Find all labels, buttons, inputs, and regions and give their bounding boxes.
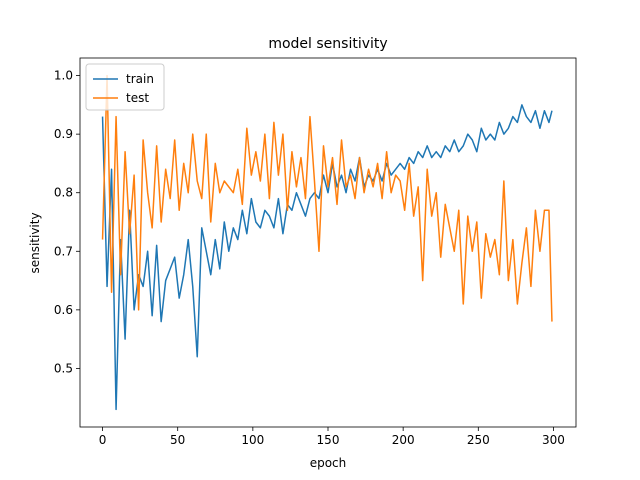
y-axis-title: sensitivity — [28, 212, 42, 273]
x-tick-label: 200 — [392, 433, 415, 447]
y-tick-label: 0.9 — [54, 127, 73, 141]
plot-area — [101, 74, 553, 411]
y-tick-label: 0.8 — [54, 186, 73, 200]
series-line-train — [101, 104, 553, 411]
legend-label-test: test — [126, 91, 149, 105]
x-tick-label: 150 — [317, 433, 340, 447]
legend-label-train: train — [126, 72, 154, 86]
x-tick-label: 250 — [467, 433, 490, 447]
chart-title: model sensitivity — [268, 36, 387, 52]
y-tick-label: 1.0 — [54, 69, 73, 83]
x-tick-label: 50 — [170, 433, 185, 447]
y-tick-label: 0.5 — [54, 361, 73, 375]
series-line-test — [101, 74, 553, 322]
y-tick-label: 0.6 — [54, 303, 73, 317]
legend-box — [85, 63, 165, 111]
x-tick-label: 300 — [542, 433, 565, 447]
x-tick-label: 100 — [241, 433, 264, 447]
x-axis-title: epoch — [310, 456, 347, 470]
legend: train test — [85, 63, 165, 111]
x-tick-label: 0 — [99, 433, 107, 447]
y-tick-label: 0.7 — [54, 244, 73, 258]
axes: 0 50 100 150 200 250 300 0.5 0.6 0.7 0.8 0.9 1.0 — [54, 57, 577, 447]
